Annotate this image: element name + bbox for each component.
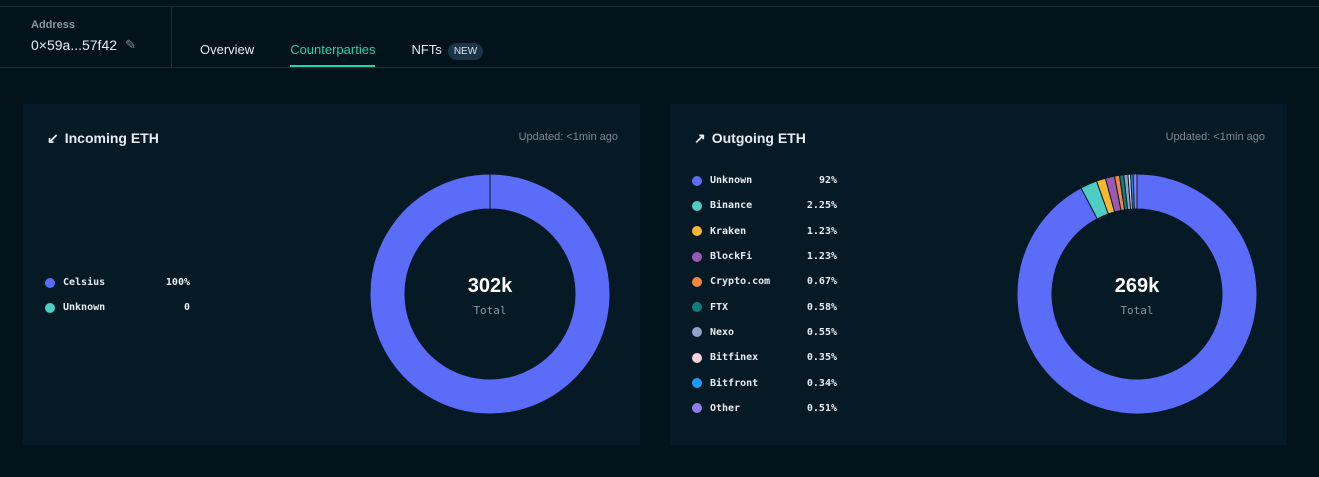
legend-name: Unknown [710, 175, 753, 187]
donut-slice-other[interactable] [1132, 173, 1138, 210]
legend-dot [692, 302, 702, 313]
legend-name: Unknown [63, 302, 106, 314]
incoming-eth-panel: ↙ Incoming ETH Updated: <1min ago Celsius… [23, 104, 640, 445]
legend-value: 0.67% [806, 276, 837, 288]
edit-pencil-icon[interactable]: ✎ [125, 37, 136, 52]
legend-name: FTX [710, 301, 729, 313]
panel-title: Incoming ETH [64, 130, 159, 146]
legend-name: Other [710, 402, 741, 414]
outgoing-eth-panel: ↗ Outgoing ETH Updated: <1min ago Unknown… [670, 104, 1287, 445]
panel-title: Outgoing ETH [711, 130, 806, 146]
legend-value: 0.34% [806, 377, 837, 389]
legend-value: 1.23% [806, 225, 837, 237]
donut-slice-celsius[interactable] [369, 173, 611, 415]
new-badge: NEW [447, 43, 484, 60]
legend-value: 92% [818, 175, 837, 187]
updated-text: Updated: <1min ago [1165, 131, 1265, 143]
legend-item[interactable]: FTX 0.58% [692, 294, 837, 319]
legend-value: 0.35% [806, 352, 837, 364]
legend-value: 0.58% [806, 301, 837, 313]
legend-name: Binance [710, 200, 753, 212]
address-block: Address 0×59a...57f42 ✎ [31, 19, 136, 53]
legend-name: Nexo [710, 326, 735, 338]
legend-dot [692, 251, 702, 262]
legend-value: 2.25% [806, 200, 837, 212]
legend-name: Celsius [63, 277, 106, 289]
legend-item[interactable]: BlockFi 1.23% [692, 244, 837, 269]
donut-slice-unknown[interactable] [1016, 173, 1258, 415]
legend-item[interactable]: Binance 2.25% [692, 193, 837, 218]
total-value: 269k [1114, 275, 1160, 297]
legend-dot [692, 403, 702, 414]
updated-text: Updated: <1min ago [518, 131, 618, 143]
legend-dot [692, 276, 702, 287]
legend-item[interactable]: Bitfinex 0.35% [692, 345, 837, 370]
top-divider [0, 6, 1319, 7]
legend-item[interactable]: Celsius 100% [45, 270, 190, 295]
legend-dot [45, 302, 55, 313]
total-label: Total [473, 304, 507, 317]
tab-counterparties[interactable]: Counterparties [290, 7, 376, 67]
arrow-down-left-icon: ↙ [47, 130, 59, 146]
legend-dot [692, 226, 702, 237]
legend-dot [692, 175, 702, 186]
legend-name: Bitfinex [710, 352, 759, 364]
legend-item[interactable]: Other 0.51% [692, 396, 837, 421]
legend-dot [692, 200, 702, 211]
donut-chart: 302k Total [369, 173, 611, 415]
legend-value: 1.23% [806, 251, 837, 263]
legend-dot [45, 277, 55, 288]
legend-name: Crypto.com [710, 276, 771, 288]
address-label: Address [31, 19, 76, 31]
legend-value: 100% [165, 277, 190, 289]
legend-value: 0.55% [806, 326, 837, 338]
legend-dot [692, 327, 702, 338]
tab-overview[interactable]: Overview [200, 42, 255, 57]
legend-item[interactable]: Unknown 92% [692, 168, 837, 193]
legend-value: 0.51% [806, 402, 837, 414]
tab-nfts[interactable]: NFTs NEW [411, 7, 484, 67]
legend-item[interactable]: Bitfront 0.34% [692, 370, 837, 395]
arrow-up-right-icon: ↗ [694, 130, 706, 146]
total-label: Total [1120, 304, 1154, 317]
total-value: 302k [467, 275, 513, 297]
header: Address 0×59a...57f42 ✎ Overview Counterp… [0, 7, 1319, 68]
legend-item[interactable]: Nexo 0.55% [692, 320, 837, 345]
address-value: 0×59a...57f42 [31, 37, 118, 53]
legend-dot [692, 352, 702, 363]
header-divider [171, 7, 172, 67]
legend-name: BlockFi [710, 251, 753, 263]
legend: Celsius 100% Unknown 0 [45, 270, 190, 321]
legend-name: Kraken [710, 225, 747, 237]
tabs: Overview Counterparties NFTs NEW [200, 7, 484, 67]
legend-name: Bitfront [710, 377, 759, 389]
legend-item[interactable]: Unknown 0 [45, 295, 190, 320]
legend-value: 0 [183, 302, 190, 314]
legend-item[interactable]: Kraken 1.23% [692, 219, 837, 244]
legend: Unknown 92% Binance 2.25% Kraken 1.23% BlockFi… [692, 168, 837, 421]
donut-chart: 269k Total [1016, 173, 1258, 415]
legend-dot [692, 378, 702, 389]
legend-item[interactable]: Crypto.com 0.67% [692, 269, 837, 294]
